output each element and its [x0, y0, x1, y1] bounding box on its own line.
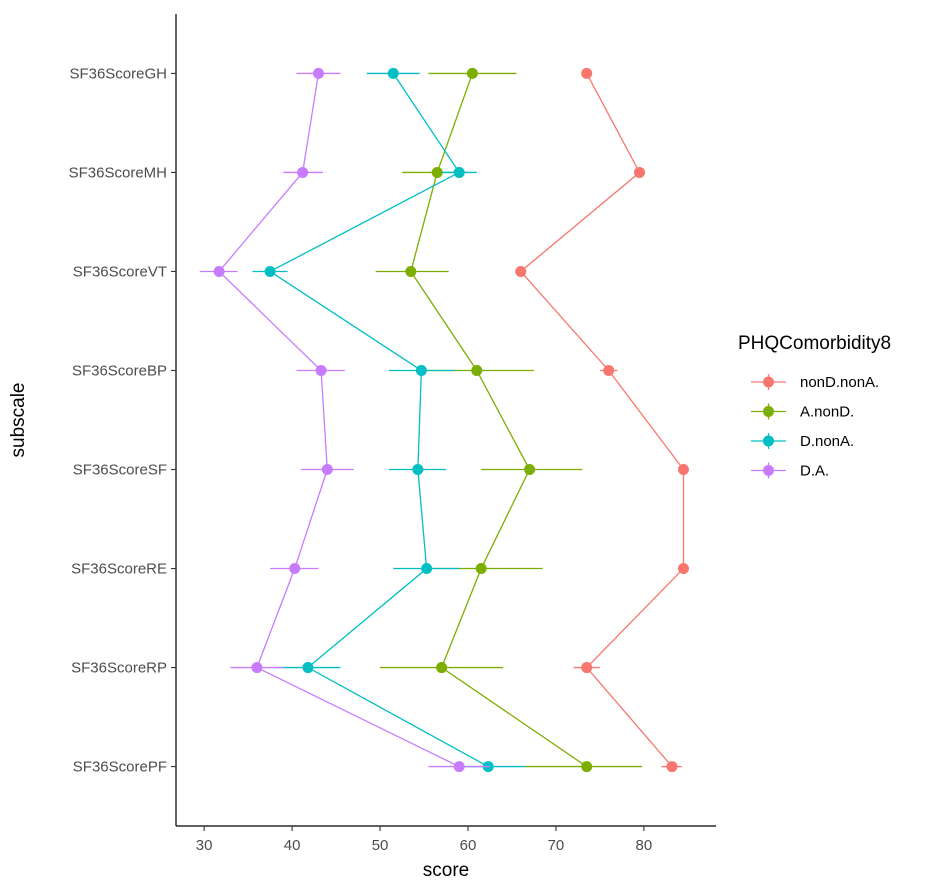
series-nonD.nonA.	[515, 67, 689, 773]
data-point	[524, 464, 536, 476]
legend-label: D.A.	[800, 463, 829, 480]
data-point	[321, 464, 333, 476]
y-tick-label: SF36ScoreMH	[69, 164, 167, 181]
x-tick-label: 50	[372, 837, 389, 854]
legend-key-point	[763, 406, 774, 417]
data-point	[312, 67, 324, 79]
data-point	[415, 364, 427, 376]
legend-title: PHQComorbidity8	[738, 333, 891, 354]
data-point	[603, 364, 615, 376]
data-point	[264, 265, 276, 277]
series-D.A.	[199, 67, 490, 773]
data-point	[302, 662, 314, 674]
data-point	[453, 166, 465, 178]
y-axis-title: subscale	[8, 383, 29, 458]
series-D.nonA.	[252, 67, 526, 773]
data-point	[581, 761, 593, 773]
data-point	[581, 662, 593, 674]
y-tick-label: SF36ScoreGH	[69, 65, 167, 82]
data-point	[289, 563, 301, 575]
data-point	[213, 265, 225, 277]
legend-item: D.A.	[751, 462, 829, 480]
data-point	[405, 265, 417, 277]
data-point	[581, 67, 593, 79]
y-tick-label: SF36ScoreRP	[71, 660, 167, 677]
y-tick-label: SF36ScoreVT	[73, 263, 167, 280]
legend-key-point	[763, 435, 774, 447]
legend-key-point	[763, 376, 774, 388]
series-A.nonD.	[375, 67, 643, 773]
data-point	[431, 166, 443, 178]
data-point	[251, 662, 263, 674]
data-point	[666, 761, 678, 773]
x-tick-label: 70	[548, 837, 565, 854]
data-point	[633, 166, 645, 178]
data-point	[677, 563, 689, 575]
data-point	[471, 364, 483, 376]
data-point	[297, 166, 309, 178]
y-tick-label: SF36ScoreBP	[72, 362, 167, 379]
y-axis-ticks: SF36ScoreGH SF36ScoreMH SF36ScoreVT SF36Sco…	[69, 65, 176, 776]
x-tick-label: 40	[284, 837, 301, 854]
plot-series	[199, 67, 689, 773]
x-axis-title: score	[423, 860, 469, 881]
x-axis-ticks: 30 40 50 60 70 80	[196, 826, 652, 854]
y-tick-label: SF36ScoreSF	[73, 462, 167, 479]
legend-item: nonD.nonA.	[751, 374, 879, 391]
x-tick-label: 80	[636, 837, 653, 854]
legend-label: D.nonA.	[800, 433, 854, 450]
series-line	[218, 73, 460, 768]
data-point	[677, 464, 689, 476]
y-tick-label: SF36ScoreRE	[71, 561, 167, 578]
data-point	[515, 265, 527, 277]
data-point	[453, 761, 465, 773]
data-point	[387, 67, 399, 79]
series-line	[410, 73, 588, 768]
legend-label: nonD.nonA.	[800, 374, 879, 391]
x-tick-label: 60	[460, 837, 477, 854]
data-point	[421, 563, 433, 575]
series-line	[519, 73, 685, 768]
data-point	[466, 67, 478, 79]
legend-label: A.nonD.	[800, 404, 854, 421]
data-point	[436, 662, 448, 674]
series-line	[268, 73, 489, 768]
legend: nonD.nonA. A.nonD. D.nonA. D.A.	[751, 374, 879, 480]
legend-item: D.nonA.	[751, 433, 854, 450]
legend-key-point	[763, 465, 774, 476]
data-point	[475, 563, 487, 575]
legend-item: A.nonD.	[751, 403, 854, 421]
data-point	[315, 364, 327, 376]
y-tick-label: SF36ScorePF	[73, 759, 167, 776]
data-point	[412, 464, 424, 476]
x-tick-label: 30	[196, 837, 213, 854]
